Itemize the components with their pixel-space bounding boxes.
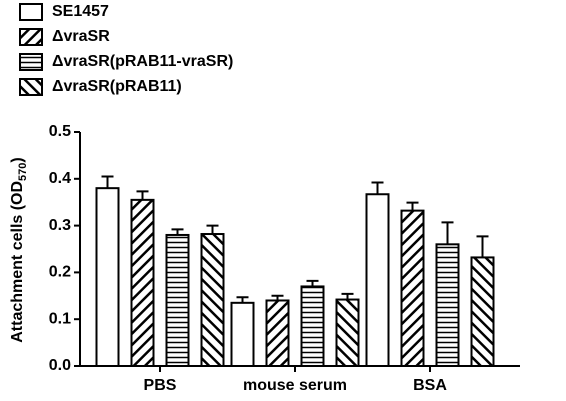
- bar: [95, 187, 120, 367]
- legend-label: SE1457: [52, 3, 109, 20]
- x-tick-label: PBS: [144, 377, 177, 394]
- legend-label: ΔvraSR(pRAB11-vraSR): [52, 53, 233, 70]
- error-bar: [271, 294, 284, 301]
- bar: [230, 301, 255, 368]
- y-tick-label: 0.4: [49, 170, 71, 187]
- legend-label: ΔvraSR: [52, 28, 110, 45]
- x-tick-label: BSA: [413, 377, 447, 394]
- bar: [435, 243, 460, 368]
- bar: [300, 285, 325, 367]
- legend-label: ΔvraSR(pRAB11): [52, 78, 182, 95]
- error-bar: [136, 190, 149, 200]
- error-bar: [371, 181, 384, 195]
- bar: [470, 256, 495, 368]
- legend-swatch: [19, 53, 43, 71]
- error-bar: [306, 279, 319, 287]
- legend-swatch: [19, 28, 43, 46]
- error-bar: [206, 224, 219, 235]
- bar: [365, 193, 390, 367]
- y-label-end: ): [9, 157, 26, 162]
- y-tick-label: 0.5: [49, 123, 71, 140]
- error-bar: [171, 228, 184, 235]
- y-tick-label: 0.2: [49, 264, 71, 281]
- y-label-sub: 570: [17, 163, 29, 181]
- y-tick-label: 0.0: [49, 357, 71, 374]
- bar: [265, 299, 290, 368]
- error-bar: [406, 201, 419, 211]
- error-bar: [441, 221, 454, 245]
- error-bar: [101, 175, 114, 189]
- error-bar: [236, 296, 249, 303]
- bar: [335, 298, 360, 368]
- bar: [200, 233, 225, 367]
- bar: [400, 209, 425, 367]
- bar: [130, 198, 155, 367]
- y-label: Attachment cells (OD: [9, 181, 26, 343]
- legend-swatch: [19, 78, 43, 96]
- y-axis-label: Attachment cells (OD570): [9, 157, 29, 343]
- y-tick-label: 0.3: [49, 217, 71, 234]
- x-tick-label: mouse serum: [243, 377, 347, 394]
- legend-swatch: [19, 3, 43, 21]
- error-bar: [476, 235, 489, 258]
- error-bar: [341, 292, 354, 300]
- bar: [165, 233, 190, 367]
- y-tick-label: 0.1: [49, 310, 71, 327]
